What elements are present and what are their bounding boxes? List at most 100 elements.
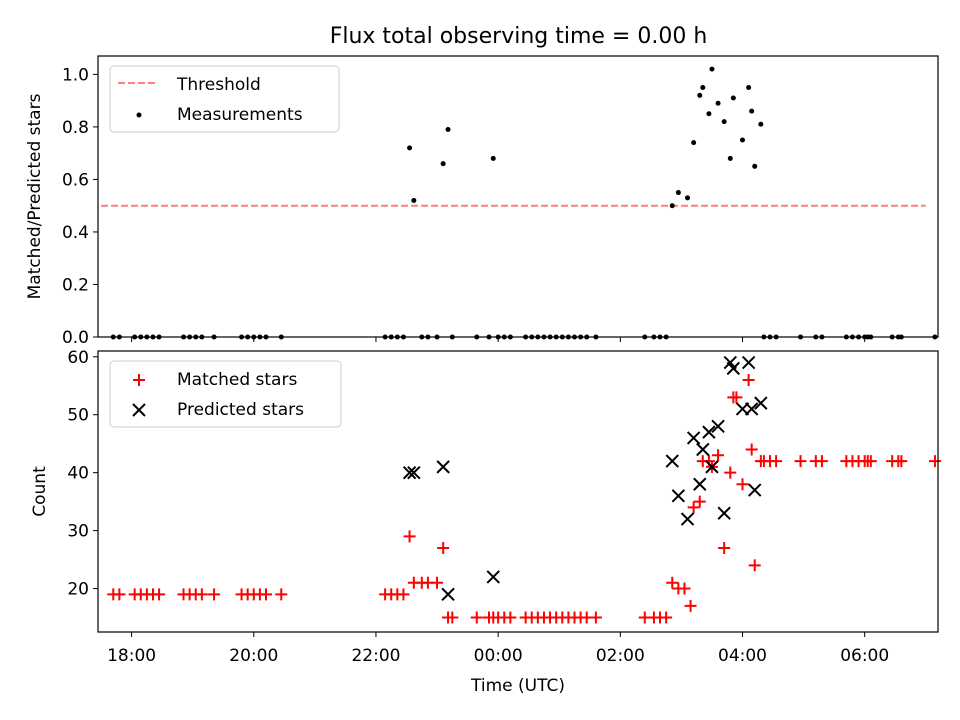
measurement-point (715, 100, 721, 106)
matched-star-point (397, 588, 410, 601)
matched-star-point (195, 588, 208, 601)
matched-star-point (403, 530, 416, 543)
measurement-point (706, 111, 712, 117)
count-panel: 20 30 40 50 60 18:00 20:00 22:00 00:00 02:00 04:0… (30, 348, 941, 696)
measurement-point (445, 127, 451, 133)
ratio-panel: 0.0 0.2 0.4 0.6 0.8 1.0 Matched/Predicted sta… (25, 55, 939, 348)
count-x-tick-label: 02:00 (596, 646, 645, 666)
count-x-tick-label: 22:00 (351, 646, 400, 666)
matched-star-point (275, 588, 288, 601)
legend-measurements-swatch (136, 112, 142, 118)
matched-star-point (770, 455, 783, 468)
predicted-star-point (402, 465, 417, 480)
matched-star-point (208, 588, 221, 601)
legend-threshold-label: Threshold (176, 75, 261, 95)
legend-matched-label: Matched stars (177, 370, 297, 390)
legend-predicted-label: Predicted stars (177, 400, 304, 420)
matched-star-point (928, 455, 941, 468)
matched-star-point (437, 541, 450, 554)
predicted-star-point (754, 396, 768, 410)
count-axes-frame (97, 350, 939, 633)
measurement-point (691, 140, 697, 146)
matched-star-point (470, 611, 483, 624)
matched-star-point (687, 501, 700, 514)
matched-star-point (794, 455, 807, 468)
predicted-star-point (407, 465, 421, 480)
predicted-star-point (717, 506, 731, 520)
matched-star-point (745, 443, 758, 456)
measurement-point (700, 85, 706, 91)
matched-star-point (660, 611, 673, 624)
matched-star-point (895, 455, 908, 468)
measurement-point (746, 85, 752, 91)
matched-star-point (504, 611, 517, 624)
matched-star-point (666, 576, 679, 589)
legend-predicted-swatch (132, 403, 146, 417)
predicted-star-point (711, 419, 725, 434)
predicted-star-point (441, 587, 455, 602)
measurement-point (709, 66, 715, 72)
count-x-tick-label: 06:00 (840, 646, 889, 666)
measurement-point (749, 108, 755, 114)
measurement-point (407, 145, 413, 151)
matched-star-point (153, 588, 166, 601)
measurement-point (752, 163, 758, 169)
matched-star-point (864, 455, 877, 468)
legend-measurements-label: Measurements (177, 105, 303, 125)
matched-star-point (724, 466, 737, 479)
measurement-point (669, 203, 675, 209)
ratio-legend: Threshold Measurements (109, 65, 340, 133)
count-y-tick-label: 40 (67, 464, 89, 484)
ratio-y-tick-label: 0.4 (62, 223, 89, 243)
chart-title: Flux total observing time = 0.00 h (330, 24, 708, 49)
predicted-star-point (436, 460, 450, 474)
ratio-y-tick-label: 0.6 (62, 170, 89, 190)
measurement-point (675, 190, 681, 196)
ratio-y-axis-label: Matched/Predicted stars (25, 93, 45, 299)
matched-star-point (730, 391, 743, 404)
matched-star-point (718, 541, 731, 554)
predicted-star-point (748, 483, 762, 497)
count-y-axis-label: Count (30, 466, 50, 517)
count-legend: Matched stars Predicted stars (109, 360, 342, 428)
count-x-tick-label: 00:00 (474, 646, 523, 666)
matched-star-point (260, 588, 272, 601)
matched-star-point (446, 611, 459, 624)
matched-star-point (589, 611, 602, 624)
matched-star-point (684, 599, 697, 612)
measurement-point (730, 95, 736, 101)
predicted-star-point (744, 402, 759, 416)
count-x-tick-label: 04:00 (718, 646, 767, 666)
matched-star-point (712, 449, 725, 462)
matched-star-point (693, 495, 706, 508)
count-x-tick-label: 20:00 (229, 646, 278, 666)
predicted-star-point (726, 361, 741, 376)
ratio-y-tick-label: 0.2 (62, 275, 89, 295)
count-x-tick-label: 18:00 (107, 646, 156, 666)
measurement-point (490, 155, 496, 161)
predicted-star-point (665, 454, 679, 468)
ratio-axes-frame (97, 55, 939, 338)
predicted-star-point (693, 477, 707, 491)
matched-star-point (431, 576, 444, 589)
predicted-star-point (686, 431, 701, 445)
predicted-star-point (486, 570, 500, 584)
measurement-point (411, 197, 417, 203)
predicted-star-point (696, 442, 710, 457)
count-y-tick-label: 50 (67, 406, 89, 426)
legend-matched-swatch (133, 374, 145, 386)
ratio-y-tick-label: 0.8 (62, 118, 89, 138)
count-y-tick-label: 30 (67, 522, 89, 542)
matched-star-point (678, 582, 691, 595)
matched-star-point (815, 455, 828, 468)
measurement-point (697, 92, 703, 98)
x-axis-label: Time (UTC) (470, 676, 565, 696)
matched-star-point (748, 559, 761, 572)
predicted-star-point (705, 460, 719, 474)
measurement-point (440, 161, 446, 167)
predicted-star-point (680, 512, 695, 526)
measurement-point (721, 119, 727, 125)
measurement-point (740, 137, 746, 143)
predicted-star-point (741, 355, 756, 370)
